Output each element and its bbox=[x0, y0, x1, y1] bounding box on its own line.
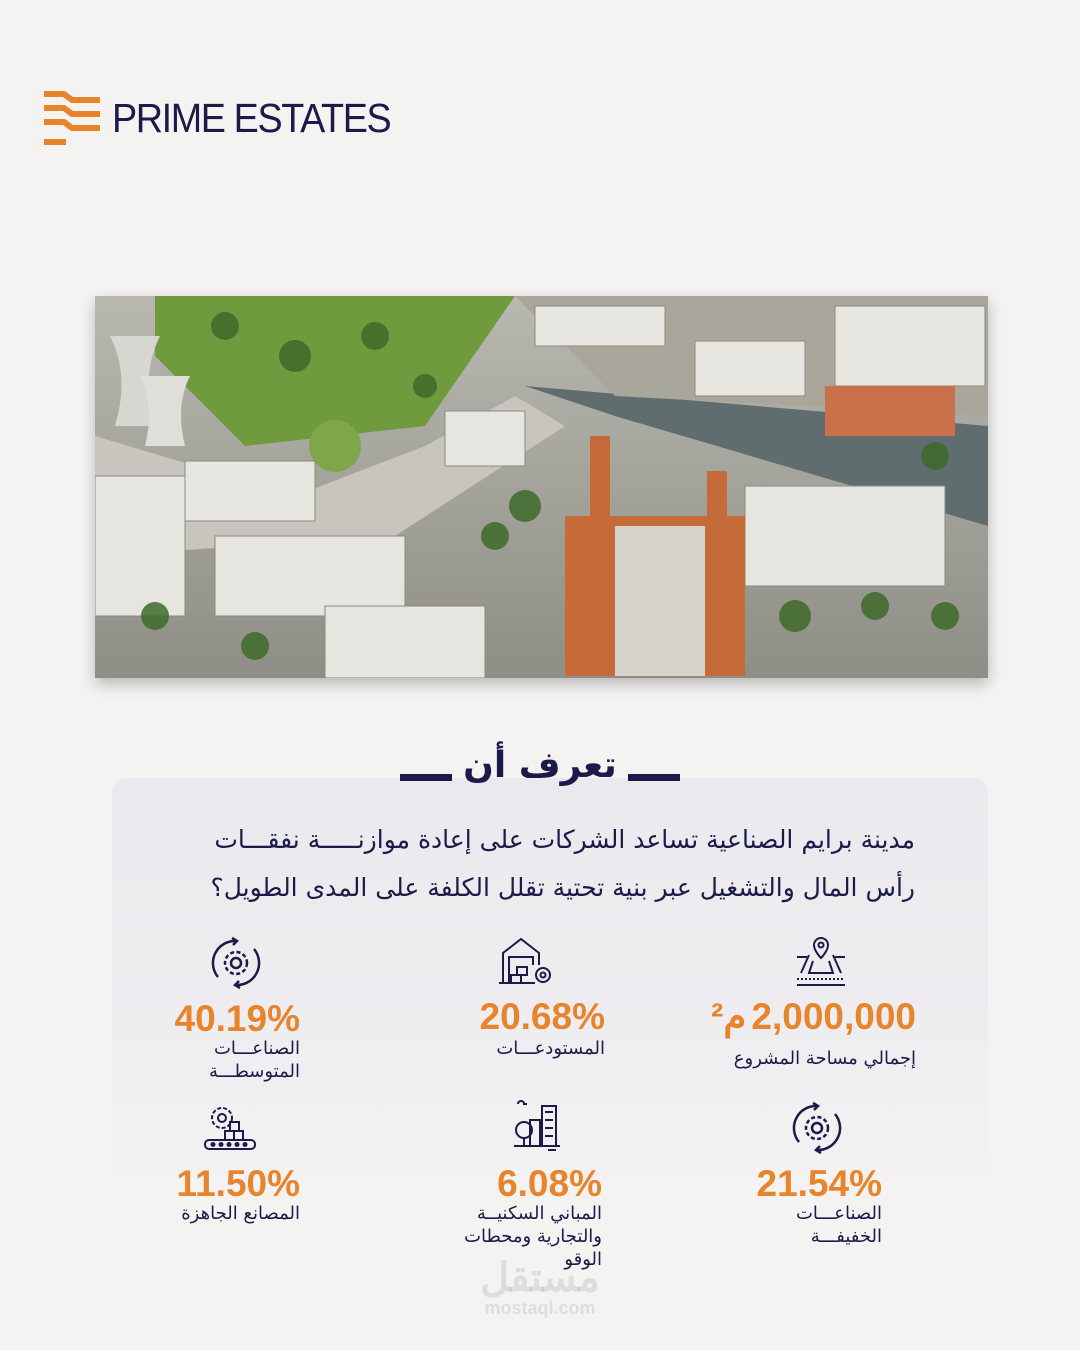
heading-bar-left bbox=[400, 774, 452, 781]
stat-label: الصناعـــات الخفيفـــة bbox=[796, 1202, 882, 1248]
hero-aerial-image bbox=[95, 296, 988, 678]
watermark-arabic: مستقل bbox=[480, 1256, 600, 1300]
warehouse-icon bbox=[499, 937, 551, 984]
stat-value: 2,000,000 bbox=[751, 996, 916, 1037]
factory-conveyor-icon bbox=[204, 1107, 256, 1150]
stat-value: 6.08% bbox=[497, 1163, 602, 1204]
section-heading: تعرف أن bbox=[400, 745, 680, 786]
gear-cycle-icon bbox=[792, 1101, 842, 1155]
stat-label: المستودعـــات bbox=[496, 1038, 605, 1059]
paragraph-line: مدينة برايم الصناعية تساعد الشركات على إ… bbox=[214, 825, 915, 854]
stat-label: الصناعـــات المتوسطـــة bbox=[209, 1037, 300, 1083]
section-paragraph: مدينة برايم الصناعية تساعد الشركات على إ… bbox=[155, 816, 915, 912]
stat-label-line: الصناعـــات bbox=[213, 1038, 300, 1059]
gear-cycle-icon bbox=[211, 936, 261, 990]
stat-label-line: الصناعـــات bbox=[795, 1203, 882, 1224]
stat-label: المصانع الجاهزة bbox=[181, 1203, 300, 1224]
city-buildings-icon bbox=[514, 1100, 560, 1151]
watermark-site: mostaql.com bbox=[484, 1298, 596, 1318]
stat-label-line: المتوسطـــة bbox=[209, 1061, 300, 1082]
stat-label-line: الخفيفـــة bbox=[810, 1226, 882, 1247]
section-title: تعرف أن bbox=[463, 745, 617, 786]
watermark: مستقل mostaql.com bbox=[470, 1258, 610, 1319]
logo-waves-icon bbox=[44, 91, 100, 145]
paragraph-line: رأس المال والتشغيل عبر بنية تحتية تقلل ا… bbox=[210, 873, 915, 902]
stat-label: إجمالي مساحة المشروع bbox=[733, 1048, 916, 1069]
stat-value: 21.54% bbox=[756, 1163, 883, 1204]
land-area-pin-icon bbox=[797, 936, 845, 986]
stat-value: 40.19% bbox=[174, 998, 301, 1039]
heading-bar-right bbox=[628, 774, 680, 781]
stat-label-line: الوقو bbox=[564, 1249, 602, 1270]
brand-logo: PRIME ESTATES bbox=[44, 90, 414, 146]
stat-value: 20.68% bbox=[479, 996, 606, 1037]
stat-value: 11.50% bbox=[176, 1163, 300, 1204]
brand-name: PRIME ESTATES bbox=[112, 94, 392, 141]
stat-label-line: والتجارية ومحطات bbox=[464, 1226, 602, 1247]
stat-label-line: المباني السكنيــة bbox=[476, 1203, 602, 1224]
stat-label: المباني السكنيــة والتجارية ومحطات الوقو bbox=[464, 1202, 602, 1271]
stat-unit: م² bbox=[711, 996, 747, 1037]
